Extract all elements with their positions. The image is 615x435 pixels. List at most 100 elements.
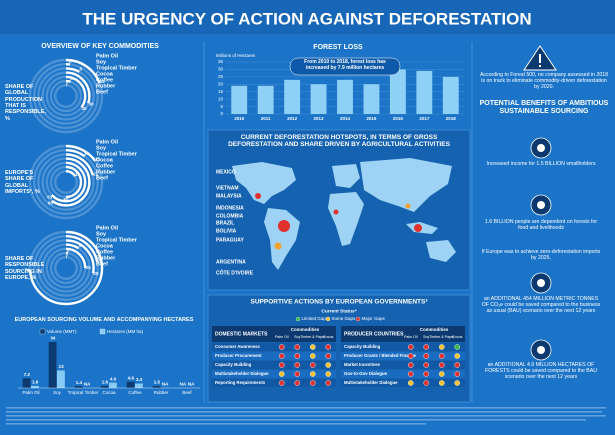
value-label: 34: [50, 336, 56, 341]
status-dot: [423, 380, 430, 386]
x-tick-label: 2016: [393, 116, 404, 121]
ring-value: 10: [84, 151, 90, 156]
status-dot: [423, 371, 430, 377]
status-dot: [423, 353, 430, 359]
column-header: Timber & Paper: [300, 335, 326, 339]
ring-value: 8: [79, 66, 82, 71]
bar: [135, 383, 143, 388]
africa: [328, 192, 364, 246]
column-header: Palm Oil: [275, 335, 289, 339]
benefits-title: POTENTIAL BENEFITS OF AMBITIOUS SUSTAINA…: [479, 100, 609, 116]
bar: [389, 69, 406, 114]
value-label: 1.5: [154, 380, 161, 385]
actions-title: SUPPORTIVE ACTIONS BY EUROPEAN GOVERNMEN…: [251, 299, 429, 306]
ring-label: Beef: [96, 89, 108, 95]
header-band: [0, 0, 615, 34]
benefit-text: 1.6 BILLION people are dependent on fore…: [484, 219, 598, 231]
ring-label: Cocoa: [96, 243, 114, 249]
ring-arc: [37, 239, 95, 297]
ring-arc: [45, 161, 87, 203]
ring-value: 74: [25, 268, 31, 273]
chart-title: FOREST LOSS: [313, 44, 363, 51]
value-label: NA: [188, 382, 195, 387]
ring-label: Tropical Timber: [96, 151, 138, 157]
status-dot: [423, 344, 430, 350]
ring-label: Soy: [96, 59, 107, 65]
ring-arc: [28, 230, 104, 306]
ring-value: 60: [48, 201, 54, 206]
status-dot: [309, 380, 316, 386]
row-bg: [341, 352, 465, 360]
y-tick-label: 25: [218, 74, 224, 79]
status-dot: [278, 344, 285, 350]
ring-track: [54, 83, 79, 108]
x-tick-label: Coffee: [128, 390, 142, 395]
australia: [426, 240, 456, 262]
value-label: 1.4: [76, 380, 83, 385]
ring-label: Beef: [96, 175, 108, 181]
ring-value: 5: [70, 76, 73, 81]
annotation: From 2010 to 2018, forest loss has incre…: [304, 59, 386, 71]
ring-value: 9: [79, 243, 82, 248]
ring-arc: [41, 71, 91, 121]
ring-label: Rubber: [96, 169, 116, 175]
world-map: [232, 158, 456, 270]
legend-swatch: [99, 328, 106, 335]
status-dot: [454, 353, 461, 359]
ring-label: Soy: [96, 145, 107, 151]
benefit-icon-glyph: [537, 279, 545, 287]
bar: [22, 378, 31, 388]
ring-arc: [32, 63, 99, 129]
ring-value: 15: [95, 156, 101, 161]
legend-label: Hectares (MM ha): [107, 329, 144, 334]
bar: [442, 76, 459, 114]
bar: [310, 84, 327, 114]
ring-arc: [49, 165, 83, 199]
row-label: Consumer Awareness: [215, 344, 261, 349]
status-dot: [294, 362, 301, 368]
status-dot: [407, 362, 414, 368]
value-label: NA: [180, 382, 187, 387]
status-dot: [325, 362, 332, 368]
ring-value: 25: [86, 265, 92, 270]
x-tick-label: 2013: [314, 116, 325, 121]
table-group: Commodities: [291, 327, 320, 332]
radial-title: SHARE OF GLOBAL PRODUCTION THAT IS RESPO…: [5, 84, 46, 122]
ring-value: 30: [89, 101, 95, 106]
ring-label: Cocoa: [96, 157, 114, 163]
legend-swatch: [39, 328, 46, 335]
column-header: Cocoa: [452, 335, 462, 339]
x-tick-label: Rubber: [154, 390, 169, 395]
country-label: INDONESIA: [216, 205, 244, 211]
bar: [257, 85, 274, 114]
ring-label: Soy: [96, 231, 107, 237]
bar: [363, 84, 380, 114]
ring-value: 22: [98, 259, 104, 264]
y-tick-label: 5: [220, 104, 223, 109]
row-bg: [341, 343, 465, 351]
benefit-text: an ADDITIONAL 4.9 MILLION HECTARES OF FO…: [485, 362, 597, 380]
ring-arc: [49, 79, 83, 113]
ring-label: Coffee: [96, 249, 113, 255]
ring-value: 19: [100, 79, 106, 84]
europe: [332, 164, 360, 188]
table-header: PRODUCER COUNTRIES: [344, 331, 404, 337]
value-label: NA: [84, 382, 91, 387]
status-dot: [325, 353, 332, 359]
x-tick-label: Palm Oil: [22, 390, 39, 395]
bar: [109, 382, 117, 388]
ring-label: Rubber: [96, 255, 116, 261]
x-tick-label: Beef: [182, 390, 192, 395]
bar: [74, 386, 83, 388]
row-label: Multistakeholder Dialogue: [215, 371, 269, 376]
row-label: Producer Grants / Blended Finance: [344, 353, 416, 358]
status-dot: [407, 380, 414, 386]
status-dot: [438, 380, 445, 386]
status-dot: [407, 371, 414, 377]
benefit-text: Increased income for 1.5 BILLION smallho…: [486, 161, 596, 167]
value-label: NA: [162, 382, 169, 387]
ring-track: [54, 256, 79, 281]
benefit-icon-glyph: [537, 144, 545, 152]
country-label: PARAGUAY: [216, 237, 244, 243]
